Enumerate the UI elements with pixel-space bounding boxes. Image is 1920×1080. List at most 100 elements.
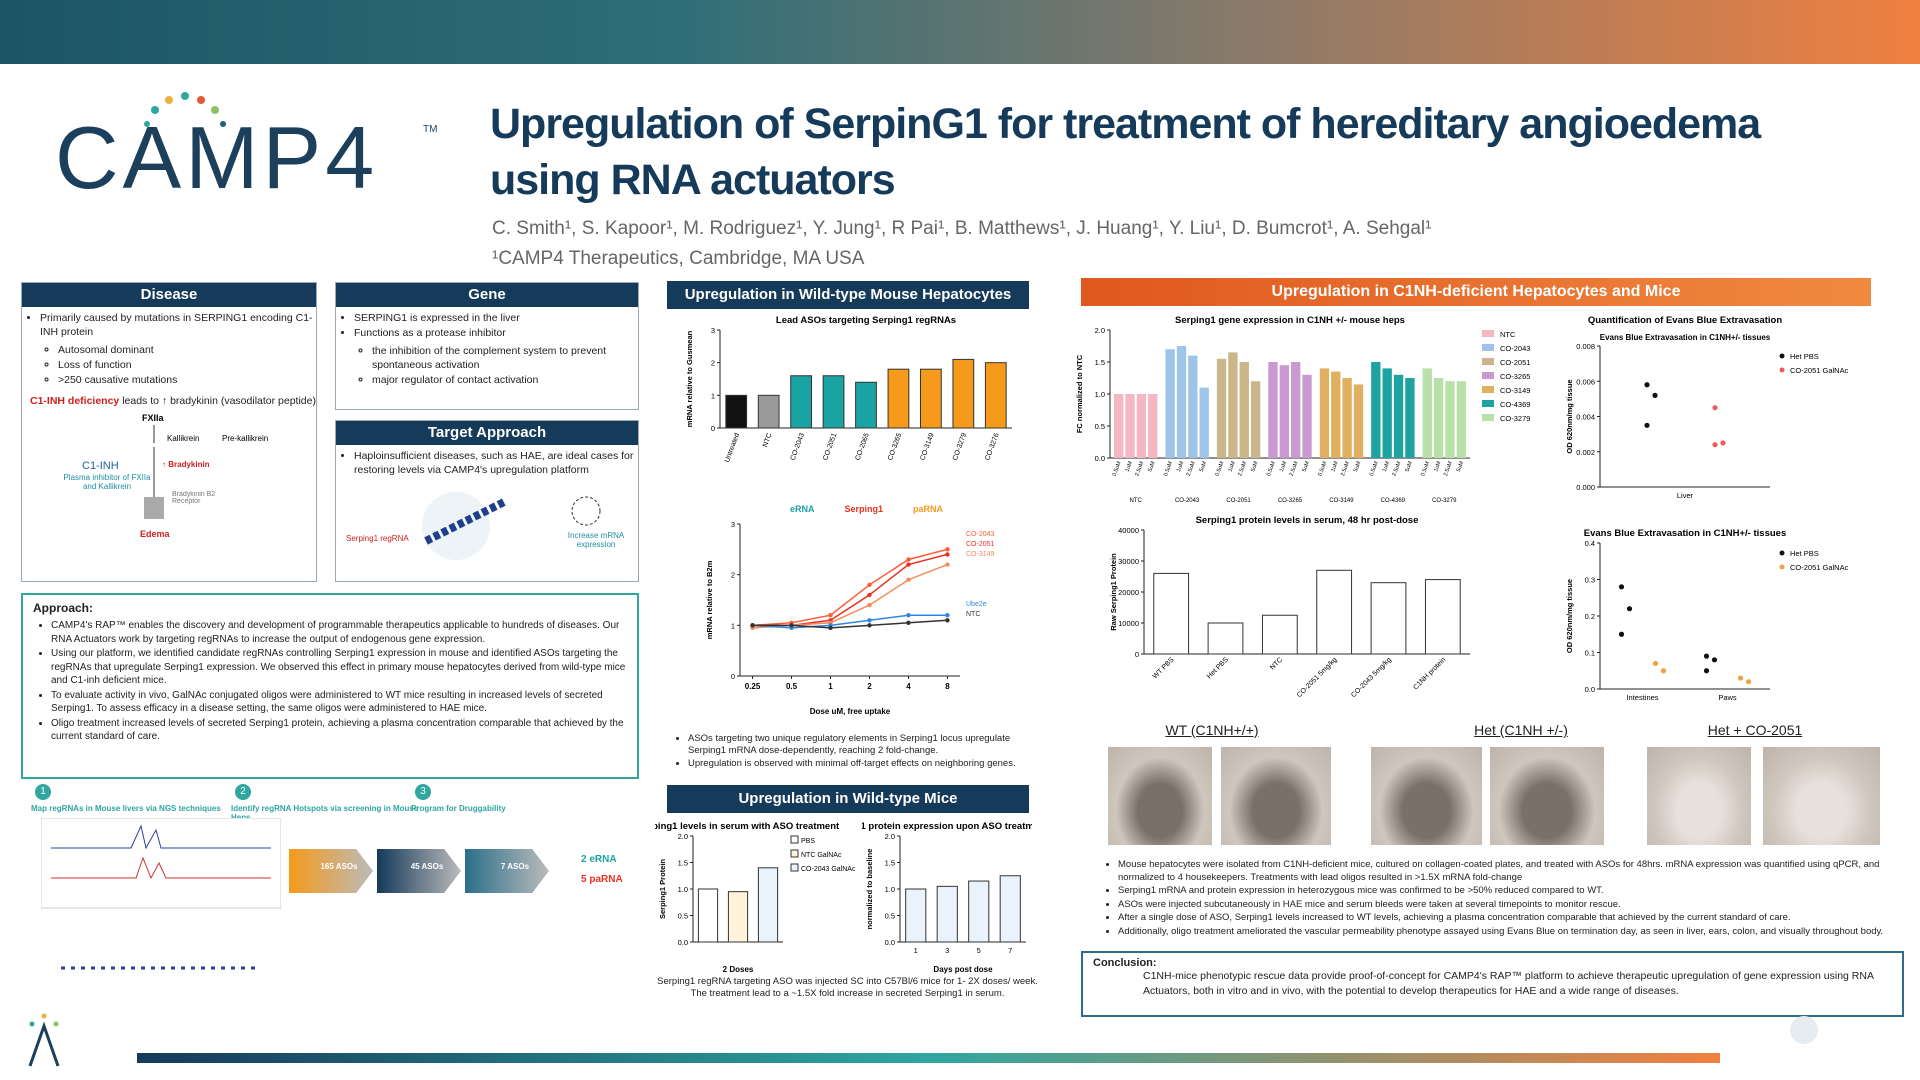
x-tick-label: Intestines (1626, 693, 1658, 702)
x-tick-label: 2.5uM (1186, 460, 1197, 477)
funnel-arrow (377, 849, 461, 893)
y-tick-label: 1.5 (1095, 358, 1105, 367)
bullets: Primarily caused by mutations in SERPING… (22, 311, 316, 339)
bar (1371, 362, 1381, 458)
x-tick-label: CO-2051 5mg/kg (1296, 656, 1339, 699)
bar (920, 368, 942, 429)
y-tick-label: 0.0 (1585, 685, 1595, 694)
y-tick-label: 0.000 (1576, 483, 1595, 492)
group-label: CO-3265 (1278, 498, 1303, 504)
x-tick-label: 8 (945, 682, 950, 691)
legend-label: CO-3265 (1500, 372, 1530, 381)
section-heading: Conclusion: (1093, 957, 1157, 969)
chart-subtitle: Evans Blue Extravasation in C1NH+/- tiss… (1600, 333, 1771, 342)
x-axis-label: Days post dose (933, 965, 993, 974)
bar (1342, 378, 1352, 458)
x-tick-label: 2.5uM (1340, 460, 1351, 477)
bullets: Haploinsufficient diseases, such as HAE,… (336, 449, 638, 477)
x-tick-label: 3 (945, 946, 949, 955)
bullet: Primarily caused by mutations in SERPING… (40, 311, 316, 339)
bar (999, 875, 1021, 943)
y-tick-label: 1 (711, 391, 715, 400)
chart: Serping1 levels in serum with ASO treatm… (655, 821, 855, 974)
track (51, 856, 271, 880)
mouse-photo (1108, 747, 1212, 845)
x-tick-label: 0.5 (786, 682, 798, 691)
bullet: major regulator of contact activation (372, 373, 638, 387)
point (945, 547, 950, 552)
bullet: Serping1 mRNA and protein expression in … (1118, 885, 1890, 898)
bullet: Functions as a protease inhibitor (354, 326, 638, 340)
bar (968, 880, 990, 943)
section-heading: Upregulation in Wild-type Mouse Hepatocy… (667, 281, 1029, 309)
y-tick-label: 2 (731, 571, 735, 580)
point (945, 618, 950, 623)
bullet: To evaluate activity in vivo, GalNAc con… (51, 689, 627, 716)
x-tick-label: Paws (1718, 693, 1737, 702)
x-tick-label: 5uM (1302, 460, 1311, 472)
y-tick-label: 0.008 (1576, 342, 1595, 351)
x-tick-label: Untreated (724, 432, 741, 463)
line (752, 619, 948, 629)
bullet: Upregulation is observed with minimal of… (688, 758, 1030, 770)
y-tick-label: 0.4 (1585, 539, 1595, 548)
legend-swatch (790, 835, 799, 844)
point (1711, 657, 1718, 663)
x-tick-label: 0.25 (745, 682, 761, 691)
y-tick-label: 0 (1135, 650, 1139, 659)
y-tick-label: 0.0 (885, 938, 895, 947)
funnel-label: 45 ASOs (410, 862, 444, 871)
point (1703, 668, 1710, 674)
point (828, 613, 833, 618)
x-tick-label: 5uM (1456, 460, 1465, 472)
group-label: CO-3149 (1329, 498, 1354, 504)
chart-title: Serping1 levels in serum with ASO treatm… (655, 821, 840, 832)
point (1644, 422, 1650, 428)
group-label: CO-3279 (1432, 498, 1457, 504)
legend-swatch (1779, 353, 1785, 359)
diagram-note: Bradykinin B2 Receptor (172, 491, 215, 505)
legend-swatch (1482, 372, 1494, 379)
pathway-diagram: FXIIa Kallikrein Pre-kallikrein C1-INH P… (63, 413, 268, 539)
point (867, 602, 872, 608)
chart: Serping1 gene expression in C1NH +/- mou… (1075, 315, 1530, 504)
bar (1239, 362, 1249, 458)
x-tick-label: CO-2051 (822, 432, 838, 461)
y-tick-label: 3 (731, 520, 735, 529)
y-axis-label: normalized to baseline (865, 849, 874, 930)
bullets: Mouse hepatocytes were isolated from C1N… (1100, 858, 1890, 939)
point (1626, 606, 1633, 612)
y-axis-label: mRNA relative to B2m (705, 560, 714, 639)
bullet: Mouse hepatocytes were isolated from C1N… (1118, 859, 1890, 884)
point (867, 592, 872, 598)
figure-note: Increase mRNA expression (568, 531, 624, 549)
group-label: CO-2043 (1175, 498, 1200, 504)
point (828, 625, 833, 631)
bar (1250, 381, 1261, 458)
chart: Evans Blue Extravasation in C1NH+/- tiss… (1565, 528, 1849, 702)
legend-label: CO-2043 (966, 531, 995, 538)
y-tick-label: 0 (731, 672, 735, 681)
bar (1382, 368, 1392, 458)
bar (1153, 572, 1190, 655)
diagram-label: Plasma inhibitor of FXIIa and Kallikrein (63, 473, 151, 491)
section-heading: Target Approach (336, 421, 638, 445)
funnel-label: 7 ASOs (500, 862, 530, 871)
y-tick-label: 0.2 (1585, 612, 1595, 621)
x-tick-label: CO-3276 (984, 432, 1000, 461)
legend-label: PBS (801, 838, 815, 845)
bar (952, 358, 975, 429)
gauge-icon (571, 496, 601, 526)
bar (697, 888, 719, 943)
legend-swatch (1779, 367, 1785, 373)
photo-label: Het + CO-2051 (1707, 722, 1803, 738)
step-text: Program for Druggability (411, 804, 506, 813)
point (750, 623, 755, 628)
bullet: After a single dose of ASO, Serping1 lev… (1118, 912, 1890, 925)
bar (1268, 362, 1278, 458)
decoration (1790, 1016, 1818, 1044)
legend-label: NTC (1500, 330, 1516, 339)
y-tick-label: 0.5 (678, 912, 688, 921)
logo-text: CAMP4 (55, 108, 378, 207)
bullets: SERPING1 is expressed in the liverFuncti… (336, 311, 638, 340)
